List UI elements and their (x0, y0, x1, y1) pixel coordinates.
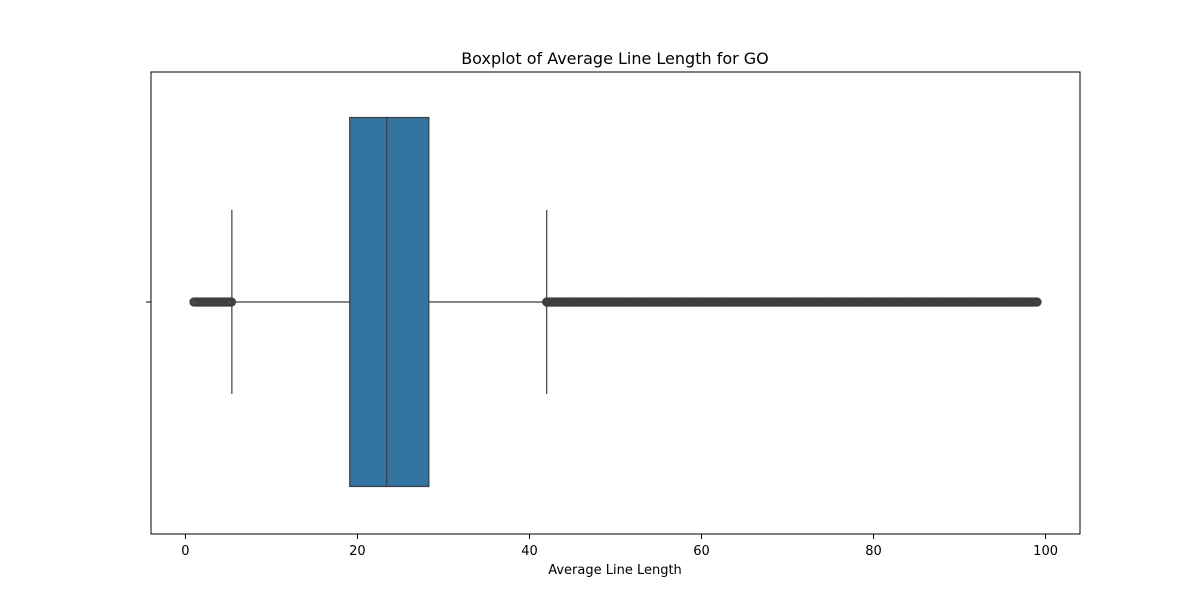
x-axis-label: Average Line Length (548, 563, 682, 578)
chart-title: Boxplot of Average Line Length for GO (461, 49, 769, 68)
plot-area (189, 116, 1042, 488)
x-tick-label: 40 (521, 544, 538, 559)
iqr-box (349, 116, 430, 488)
x-tick-label: 0 (181, 544, 189, 559)
x-tick-label: 100 (1033, 544, 1058, 559)
outlier-point-high (1032, 297, 1042, 307)
x-tick-label: 20 (349, 544, 366, 559)
axes-frame (150, 71, 1081, 535)
x-axis: 0 20 40 60 80 100 (181, 534, 1058, 559)
x-tick-label: 80 (865, 544, 882, 559)
outlier-point-low (226, 297, 237, 307)
x-tick-label: 60 (693, 544, 710, 559)
